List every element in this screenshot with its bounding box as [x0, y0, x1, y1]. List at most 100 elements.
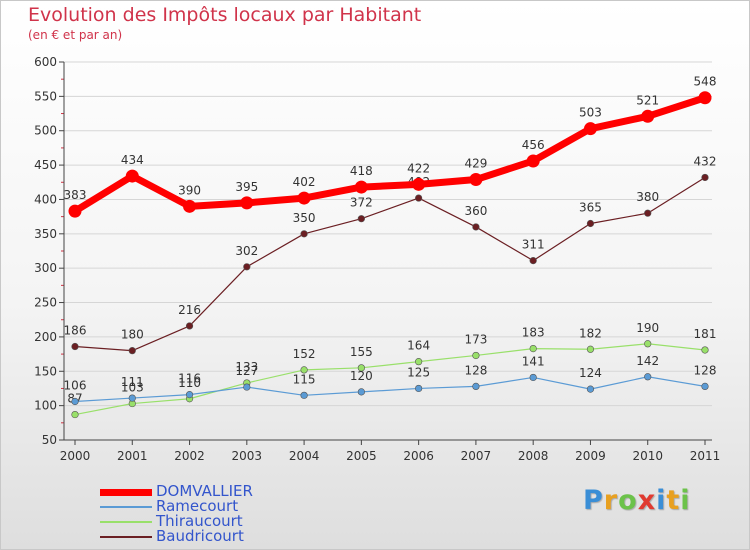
data-label: 216	[178, 303, 201, 317]
data-point	[125, 169, 139, 183]
data-label: 302	[235, 244, 258, 258]
data-label: 133	[235, 360, 258, 374]
data-point	[583, 122, 597, 136]
data-point	[243, 263, 251, 271]
y-tick-label: 150	[34, 364, 57, 378]
logo-letter: i	[680, 485, 691, 516]
data-label: 120	[350, 369, 373, 383]
data-label: 173	[464, 332, 487, 346]
data-label: 110	[178, 376, 201, 390]
data-point	[415, 384, 423, 393]
data-label: 164	[407, 339, 430, 353]
data-label: 183	[522, 326, 545, 340]
data-point	[357, 364, 365, 372]
data-label: 402	[293, 175, 316, 189]
y-tick-label: 200	[34, 330, 57, 344]
data-point	[529, 373, 537, 382]
data-label: 103	[121, 381, 144, 395]
proxiti-logo: Proxiti	[583, 485, 691, 516]
data-point	[701, 382, 709, 390]
data-label: 182	[579, 326, 602, 340]
x-tick-label: 2005	[346, 449, 377, 463]
data-label: 350	[293, 211, 316, 225]
logo-letter: t	[666, 485, 681, 516]
data-label: 115	[293, 372, 316, 386]
x-tick-label: 2007	[461, 449, 492, 463]
x-tick-label: 2011	[690, 449, 721, 463]
data-point	[185, 391, 194, 399]
data-label: 116	[178, 372, 201, 386]
data-point	[472, 351, 480, 360]
logo-letter: i	[656, 485, 667, 516]
data-label: 395	[235, 180, 258, 194]
legend-swatch	[100, 536, 152, 538]
y-tick-label: 500	[34, 124, 57, 138]
data-label: 422	[407, 161, 430, 175]
data-label: 125	[407, 365, 430, 379]
data-point	[586, 345, 595, 353]
y-tick-label: 250	[34, 296, 57, 310]
data-label: 190	[636, 321, 659, 335]
y-tick-label: 350	[34, 227, 57, 241]
data-label: 186	[64, 324, 87, 338]
data-label: 434	[121, 153, 144, 167]
data-point	[357, 215, 365, 223]
legend-label: Baudricourt	[156, 527, 244, 545]
data-point	[641, 109, 655, 123]
y-tick-label: 50	[42, 433, 57, 447]
data-point	[415, 358, 423, 366]
data-label: 365	[579, 201, 602, 215]
legend-swatch	[100, 521, 152, 523]
data-point	[526, 154, 540, 168]
data-point	[68, 204, 82, 218]
data-label: 155	[350, 345, 373, 359]
data-label: 360	[464, 204, 487, 218]
data-label: 383	[64, 188, 87, 202]
data-point	[300, 391, 308, 399]
x-tick-label: 2001	[117, 449, 148, 463]
logo-letter: o	[618, 485, 638, 516]
data-label: 128	[464, 363, 487, 377]
data-point	[240, 196, 254, 210]
data-label: 548	[694, 75, 717, 89]
x-tick-label: 2008	[518, 449, 549, 463]
data-label: 429	[464, 157, 487, 171]
logo-letter: r	[603, 485, 619, 516]
chart-subtitle: (en € et par an)	[28, 28, 123, 42]
data-point	[529, 257, 537, 265]
data-point	[71, 410, 79, 419]
legend-label: Ramecourt	[156, 497, 239, 515]
legend-label: DOMVALLIER	[156, 482, 253, 500]
data-point	[701, 346, 709, 354]
data-point	[71, 397, 79, 406]
data-point	[472, 223, 480, 231]
series-line-baudricourt	[74, 176, 706, 352]
series-line-domvallier	[73, 94, 707, 215]
logo-letter: P	[583, 485, 604, 516]
y-tick-label: 550	[34, 89, 57, 103]
data-label: 390	[178, 183, 201, 197]
data-point	[586, 219, 595, 228]
x-tick-label: 2002	[174, 449, 205, 463]
data-label: 181	[694, 327, 717, 341]
data-label: 418	[350, 164, 373, 178]
data-label: 180	[121, 328, 144, 342]
x-tick-label: 2006	[403, 449, 434, 463]
data-label: 111	[121, 375, 144, 389]
data-point	[644, 340, 652, 348]
data-point	[300, 366, 308, 374]
data-point	[128, 347, 136, 355]
y-tick-label: 300	[34, 261, 57, 275]
data-point	[412, 177, 426, 191]
x-tick-label: 2000	[60, 449, 91, 463]
legend-swatch	[100, 489, 152, 496]
series-line-thiraucourt	[74, 343, 706, 416]
data-label: 311	[522, 238, 545, 252]
data-label: 141	[522, 354, 545, 368]
data-point	[71, 342, 79, 351]
x-tick-label: 2003	[232, 449, 263, 463]
data-label: 503	[579, 106, 602, 120]
y-tick-label: 450	[34, 158, 57, 172]
